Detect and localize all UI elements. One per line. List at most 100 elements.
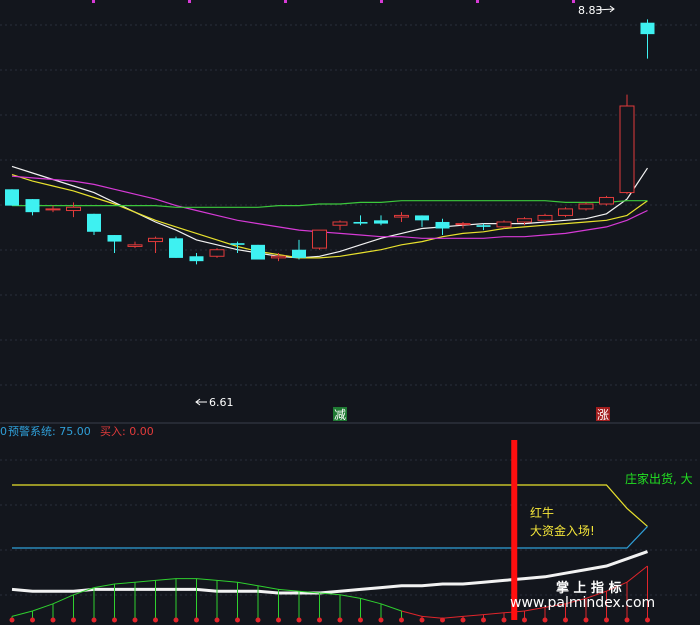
histogram-outline — [278, 588, 300, 592]
low-arrow-icon — [195, 398, 207, 406]
top-dot — [284, 0, 287, 3]
candle-body — [599, 196, 614, 205]
histogram-outline — [565, 597, 587, 605]
signal-bar — [511, 440, 518, 620]
dealer-out-label: 庄家出货, 大 — [625, 471, 693, 486]
histogram-base-dot — [358, 617, 363, 623]
histogram-outline — [134, 579, 156, 583]
histogram-outline — [93, 583, 115, 589]
top-marker-dots — [92, 0, 575, 3]
grid-lines — [0, 24, 700, 596]
top-dot — [380, 0, 383, 3]
histogram-base-dot — [440, 617, 445, 623]
histogram-base-dot — [624, 617, 630, 623]
histogram-base-dot — [9, 617, 15, 623]
candle-body — [209, 249, 225, 257]
candle-body — [476, 225, 491, 227]
indicator-lines — [11, 484, 648, 595]
histogram-outline — [196, 578, 218, 581]
histogram-outline — [442, 615, 464, 619]
candle-body — [394, 214, 409, 218]
candle-body — [148, 237, 163, 243]
histogram-outline — [483, 612, 505, 616]
candle-body — [127, 244, 143, 247]
histogram-base-dot — [276, 617, 281, 623]
histogram-base-dot — [378, 617, 384, 623]
histogram-outline — [401, 610, 423, 617]
candle-body — [353, 221, 368, 224]
candle-body — [332, 221, 348, 226]
histogram-outline — [319, 592, 341, 596]
candle-body — [5, 189, 19, 206]
indicator-header-prefix: 0 — [0, 425, 7, 438]
histogram-base-dot — [255, 617, 261, 623]
candle-body — [251, 244, 265, 260]
bottom-right-marker-box — [596, 407, 610, 421]
histogram-base-dot — [481, 617, 486, 623]
histogram-base-dot — [317, 617, 322, 623]
indicator-header-name: 预警系统: 75.00 — [8, 424, 91, 438]
candle-body — [189, 256, 204, 262]
candle-body — [374, 220, 388, 224]
histogram-outline — [544, 603, 566, 608]
histogram-outline — [585, 590, 607, 599]
ma-line-1 — [11, 165, 649, 259]
bottom-left-marker-box — [333, 407, 347, 421]
histogram-base-dot — [645, 617, 650, 623]
histogram-outline — [257, 585, 279, 590]
histogram-outline — [421, 615, 443, 619]
candle-body — [107, 235, 122, 242]
histogram-outline — [462, 614, 484, 617]
candle-body — [455, 223, 471, 226]
low-price-label: 6.61 — [209, 396, 234, 409]
candlestick-series — [5, 19, 655, 265]
candle-body — [558, 208, 573, 216]
top-dot — [572, 0, 575, 3]
candle-body — [537, 214, 553, 221]
histogram-base-dot — [563, 617, 568, 623]
histogram-base-dot — [296, 617, 302, 623]
histogram-base-dot — [214, 617, 220, 623]
high-arrow-icon — [595, 5, 615, 13]
histogram-outline — [237, 581, 259, 587]
candle-body — [25, 199, 40, 213]
histogram-base-dot — [604, 617, 609, 623]
watermark-cn: 掌 上 指 标 — [556, 580, 622, 596]
indicator-line-3 — [11, 550, 648, 595]
histogram-outline — [73, 587, 95, 596]
histogram-outline — [606, 581, 628, 592]
bottom-right-marker: 涨 — [597, 407, 609, 422]
histogram-base-dot — [50, 617, 56, 623]
top-dot — [92, 0, 95, 3]
histogram-outline — [524, 606, 546, 612]
histogram-base-dot — [419, 617, 425, 623]
bottom-left-marker: 减 — [334, 408, 346, 422]
histogram-outline — [626, 565, 648, 583]
candle-body — [87, 213, 101, 232]
big-money-label: 大资金入场! — [530, 523, 595, 538]
candle-body — [292, 249, 306, 258]
ma-line-4 — [12, 200, 648, 208]
candle-body — [619, 105, 635, 194]
candle-body — [415, 215, 429, 221]
histogram-base-dot — [583, 617, 589, 623]
indicator-header-buy: 买入: 0.00 — [100, 425, 154, 438]
histogram-base-dot — [337, 617, 343, 623]
candle-body — [312, 229, 327, 249]
watermark-url: www.palmindex.com — [510, 595, 655, 611]
red-bull-label: 红牛 — [530, 505, 554, 520]
histogram-outline — [298, 590, 320, 594]
candle-body — [169, 238, 183, 258]
candle-body — [45, 208, 61, 211]
histogram-outline — [339, 594, 361, 599]
histogram-outline — [155, 578, 177, 581]
histogram-base-dot — [542, 617, 548, 623]
candle-body — [496, 221, 512, 228]
ma-line-3 — [11, 175, 648, 239]
candle-body — [578, 203, 594, 210]
histogram-base-dot — [501, 617, 507, 623]
candle-body — [517, 218, 532, 223]
moving-average-lines — [11, 165, 649, 259]
histogram-base-dot — [132, 617, 138, 623]
